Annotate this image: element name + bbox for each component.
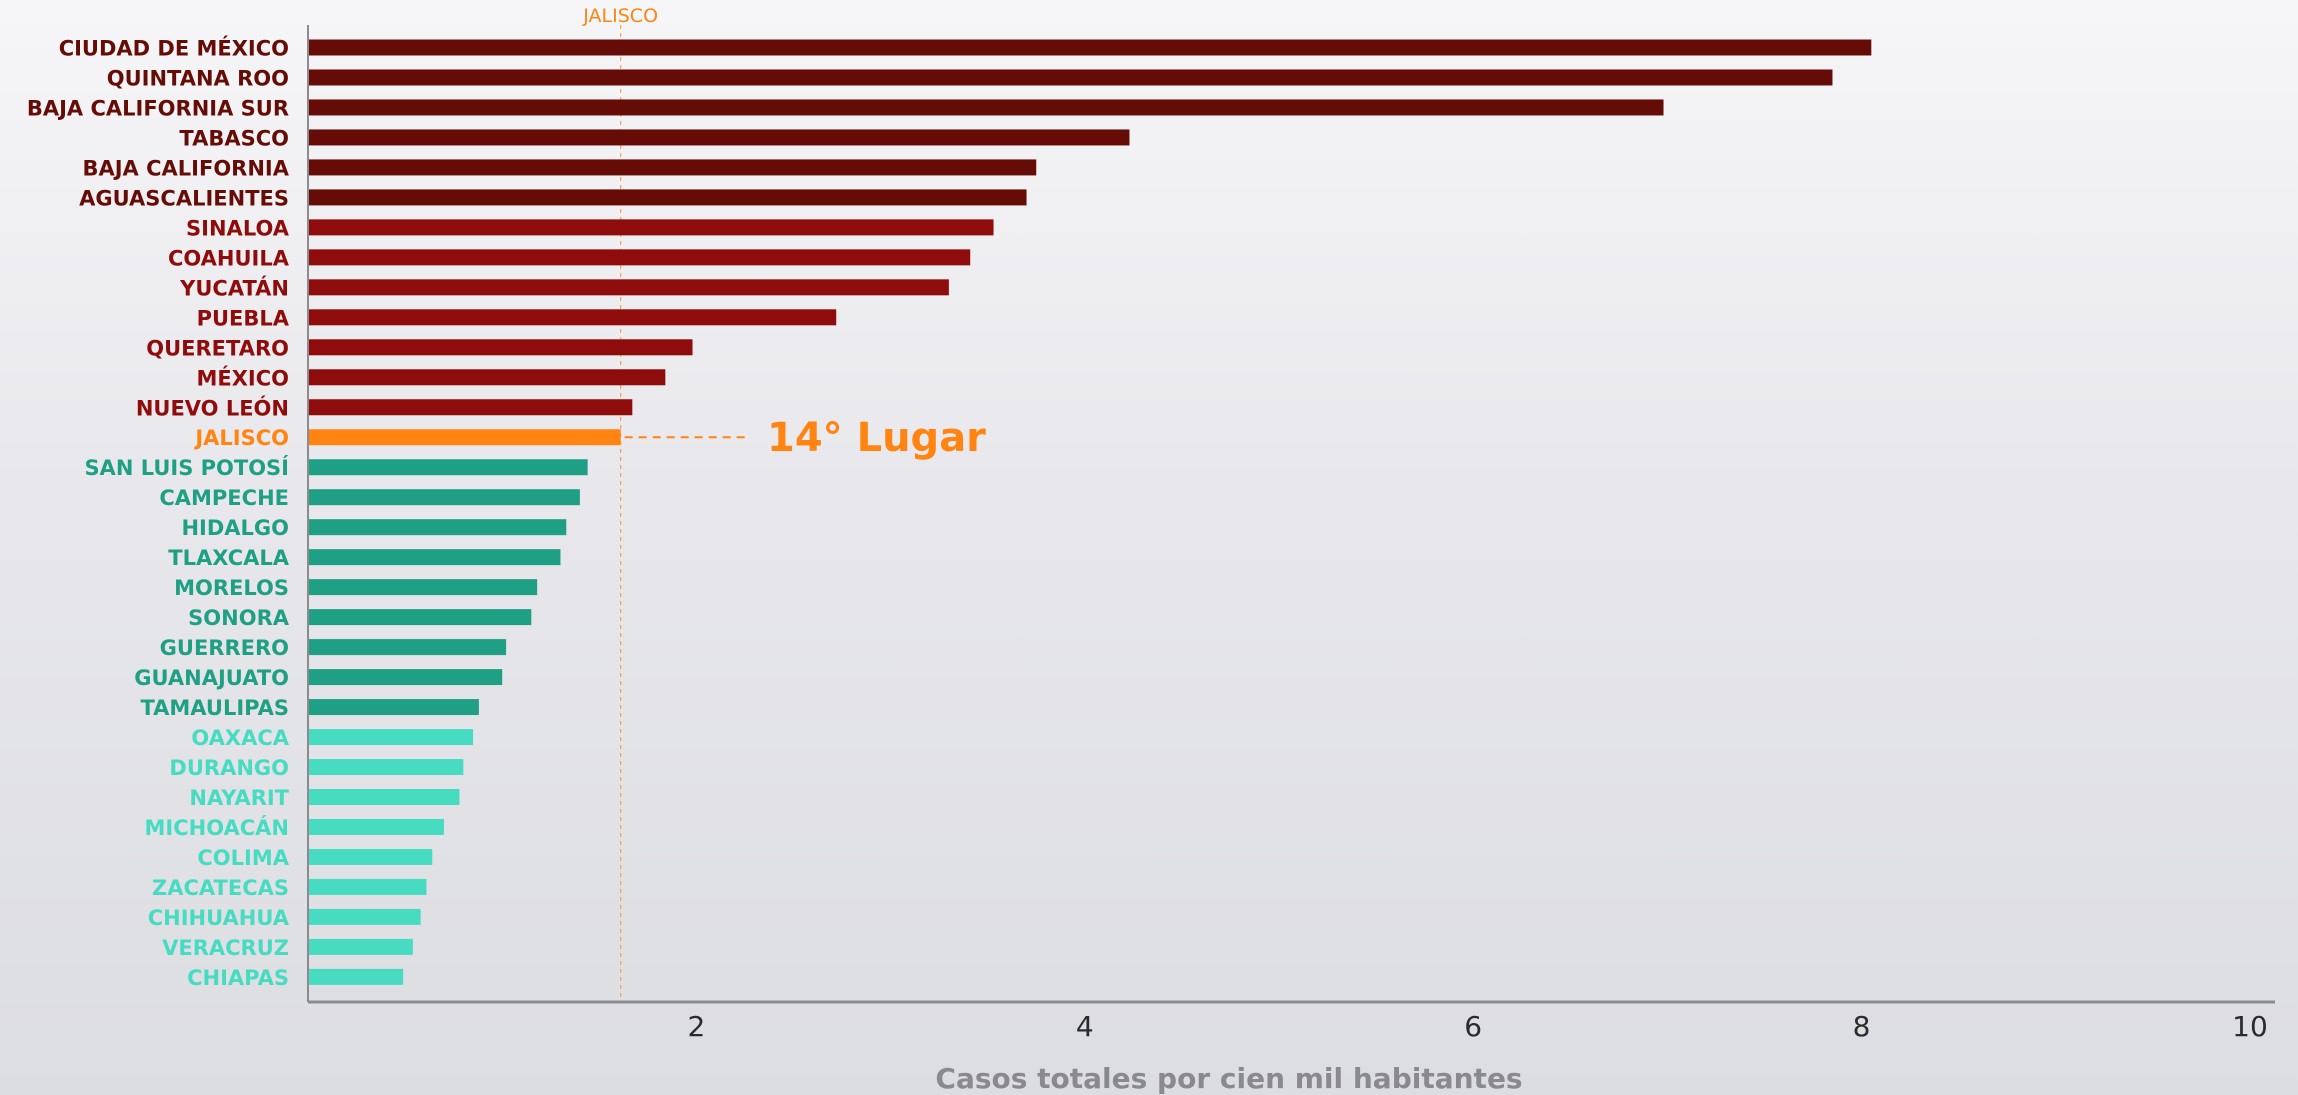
bar-20 — [308, 639, 507, 656]
bar-9 — [308, 309, 837, 326]
rank-annotation: 14° Lugar — [767, 415, 986, 461]
bar-1 — [308, 69, 1833, 86]
category-label-15: CAMPECHE — [159, 486, 289, 510]
bar-6 — [308, 219, 994, 236]
category-label-5: AGUASCALIENTES — [79, 186, 289, 210]
x-tick-label-4: 10 — [2232, 1010, 2268, 1043]
bar-12 — [308, 399, 633, 416]
category-label-18: MORELOS — [174, 576, 289, 600]
category-label-19: SONORA — [188, 606, 290, 630]
bar-22 — [308, 699, 479, 716]
category-label-0: CIUDAD DE MÉXICO — [59, 36, 289, 61]
reference-line-label: JALISCO — [582, 5, 658, 27]
category-label-6: SINALOA — [186, 216, 290, 240]
x-tick-label-1: 4 — [1076, 1010, 1094, 1043]
bar-27 — [308, 848, 433, 865]
bar-15 — [308, 489, 580, 506]
category-label-13: JALISCO — [193, 426, 289, 450]
category-label-2: BAJA CALIFORNIA SUR — [27, 96, 289, 120]
category-label-23: OAXACA — [191, 726, 289, 750]
x-tick-label-0: 2 — [687, 1010, 705, 1043]
bar-3 — [308, 129, 1130, 146]
bar-21 — [308, 669, 503, 686]
bar-10 — [308, 339, 693, 356]
category-label-25: NAYARIT — [189, 786, 289, 810]
bar-13 — [308, 429, 621, 446]
category-label-1: QUINTANA ROO — [107, 66, 289, 90]
category-label-24: DURANGO — [169, 756, 289, 780]
bar-0 — [308, 39, 1872, 56]
bar-11 — [308, 369, 666, 386]
category-label-7: COAHUILA — [168, 246, 290, 270]
category-label-17: TLAXCALA — [168, 546, 289, 570]
category-label-28: ZACATECAS — [152, 876, 289, 900]
category-label-14: SAN LUIS POTOSÍ — [84, 455, 289, 480]
category-label-20: GUERRERO — [160, 636, 289, 660]
bar-28 — [308, 878, 427, 895]
category-label-12: NUEVO LEÓN — [136, 395, 289, 420]
bar-31 — [308, 968, 404, 985]
x-axis-title: Casos totales por cien mil habitantes — [935, 1062, 1522, 1095]
x-tick-label-2: 6 — [1464, 1010, 1482, 1043]
category-label-29: CHIHUAHUA — [148, 906, 290, 930]
category-label-16: HIDALGO — [181, 516, 289, 540]
bar-26 — [308, 818, 444, 835]
bar-24 — [308, 759, 464, 776]
bar-4 — [308, 159, 1037, 176]
category-label-26: MICHOACÁN — [145, 815, 289, 840]
category-label-10: QUERETARO — [146, 336, 289, 360]
bar-8 — [308, 279, 949, 296]
category-label-8: YUCATÁN — [179, 275, 289, 300]
bar-5 — [308, 189, 1027, 206]
category-label-9: PUEBLA — [197, 306, 290, 330]
category-label-30: VERACRUZ — [162, 936, 289, 960]
category-label-21: GUANAJUATO — [134, 666, 289, 690]
bar-7 — [308, 249, 971, 266]
bar-23 — [308, 729, 474, 746]
category-label-31: CHIAPAS — [187, 966, 289, 990]
bar-19 — [308, 609, 532, 626]
bar-14 — [308, 459, 588, 476]
x-tick-label-3: 8 — [1853, 1010, 1871, 1043]
bar-30 — [308, 938, 413, 955]
category-label-11: MÉXICO — [196, 365, 289, 390]
category-label-3: TABASCO — [179, 126, 289, 150]
bar-16 — [308, 519, 567, 536]
bar-25 — [308, 789, 460, 805]
bar-17 — [308, 549, 561, 566]
bar-29 — [308, 908, 421, 925]
bar-18 — [308, 579, 538, 596]
category-label-4: BAJA CALIFORNIA — [82, 156, 289, 180]
category-label-22: TAMAULIPAS — [140, 696, 289, 720]
bar-2 — [308, 99, 1664, 116]
category-label-27: COLIMA — [197, 846, 289, 870]
